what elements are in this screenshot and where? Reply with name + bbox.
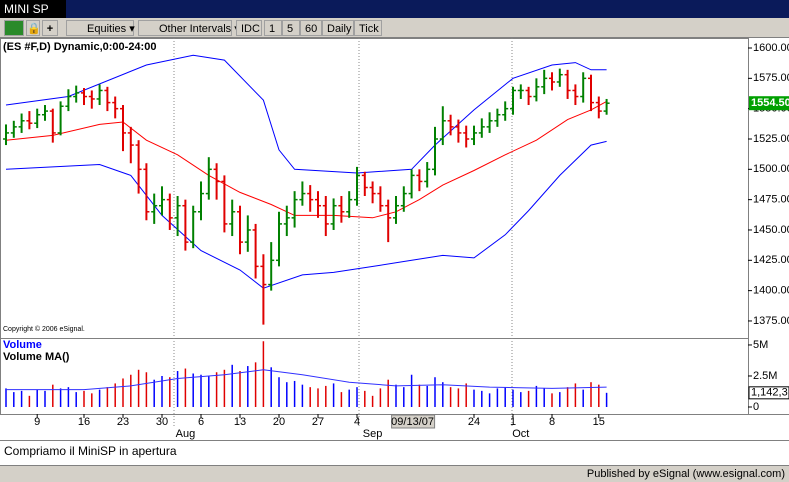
toolbar-button[interactable]: Other Intervals ▾ [138,20,240,36]
footer: Published by eSignal (www.esignal.com) [0,465,789,482]
x-tick-label: 15 [593,416,605,428]
band-line [5,140,607,289]
volume-panel [0,338,749,415]
add-icon[interactable]: + [42,20,58,36]
button-label: Other Intervals [159,23,232,35]
x-tick-label: 16 [78,416,90,428]
x-tick-label: 8 [549,416,555,428]
y-tick-label: 1425.00 [753,254,789,266]
title-bar: MINI SP [0,0,789,18]
x-tick-label: 1 [510,416,516,428]
y-tick-label: 1475.00 [753,194,789,206]
x-tick-label: 27 [312,416,324,428]
price-panel [0,38,749,339]
toolbar-button[interactable]: Daily [322,20,354,36]
x-tick-label: 6 [198,416,204,428]
toolbar-button[interactable]: 60 [300,20,322,36]
toolbar-button[interactable]: 1 [264,20,282,36]
month-label: Oct [512,428,529,440]
toolbar-button[interactable]: Tick [354,20,382,36]
chart-tab[interactable]: MINI SP [0,0,66,18]
button-label: Equities [87,23,127,35]
x-tick-label: 30 [156,416,168,428]
note: Compriamo il MiniSP in apertura [0,440,789,465]
x-tick-label: 24 [468,416,480,428]
band-line [5,54,607,174]
cursor-box [391,414,436,429]
last-price-label: 1554.50 [751,97,789,109]
lock-icon[interactable]: 🔒 [26,20,41,36]
chart: (ES #F,D) Dynamic,0:00-24:00 Copyright ©… [0,38,789,440]
band-line [5,100,607,219]
y-tick-label: 1500.00 [753,163,789,175]
toolbar-button[interactable]: Equities ▾ [66,20,135,36]
y-tick-label: 1450.00 [753,224,789,236]
x-tick-label: 23 [117,416,129,428]
y-tick-label: 5M [753,339,768,351]
last-volume-label: 1,142,3 [751,387,788,399]
y-tick-label: 1575.00 [753,72,789,84]
volume-ma-line [6,369,607,391]
x-tick-label: 9 [34,416,40,428]
chart-icon[interactable] [4,20,24,36]
y-tick-label: 2.5M [753,370,777,382]
y-tick-label: 0 [753,401,759,413]
y-tick-label: 1375.00 [753,315,789,327]
chart-title: (ES #F,D) Dynamic,0:00-24:00 [3,41,156,53]
month-label: Aug [176,428,196,440]
cursor-label: 09/13/07 [391,416,434,428]
x-tick-label: 13 [234,416,246,428]
y-tick-label: 1400.00 [753,285,789,297]
toolbar: 🔒 + Equities ▾ Other Intervals ▾ IDC 1 5… [0,18,789,38]
y-tick-label: 1600.00 [753,42,789,54]
x-tick-label: 4 [354,416,360,428]
legend-entry: Volume MA() [3,351,70,363]
x-tick-label: 20 [273,416,285,428]
copyright: Copyright © 2006 eSignal. [3,325,85,333]
legend-entry: Volume [3,339,42,351]
month-label: Sep [363,428,383,440]
y-tick-label: 1525.00 [753,133,789,145]
last-price-box [749,96,789,111]
toolbar-button[interactable]: 5 [282,20,300,36]
toolbar-button[interactable]: IDC [236,20,262,36]
last-volume-box [748,386,789,400]
